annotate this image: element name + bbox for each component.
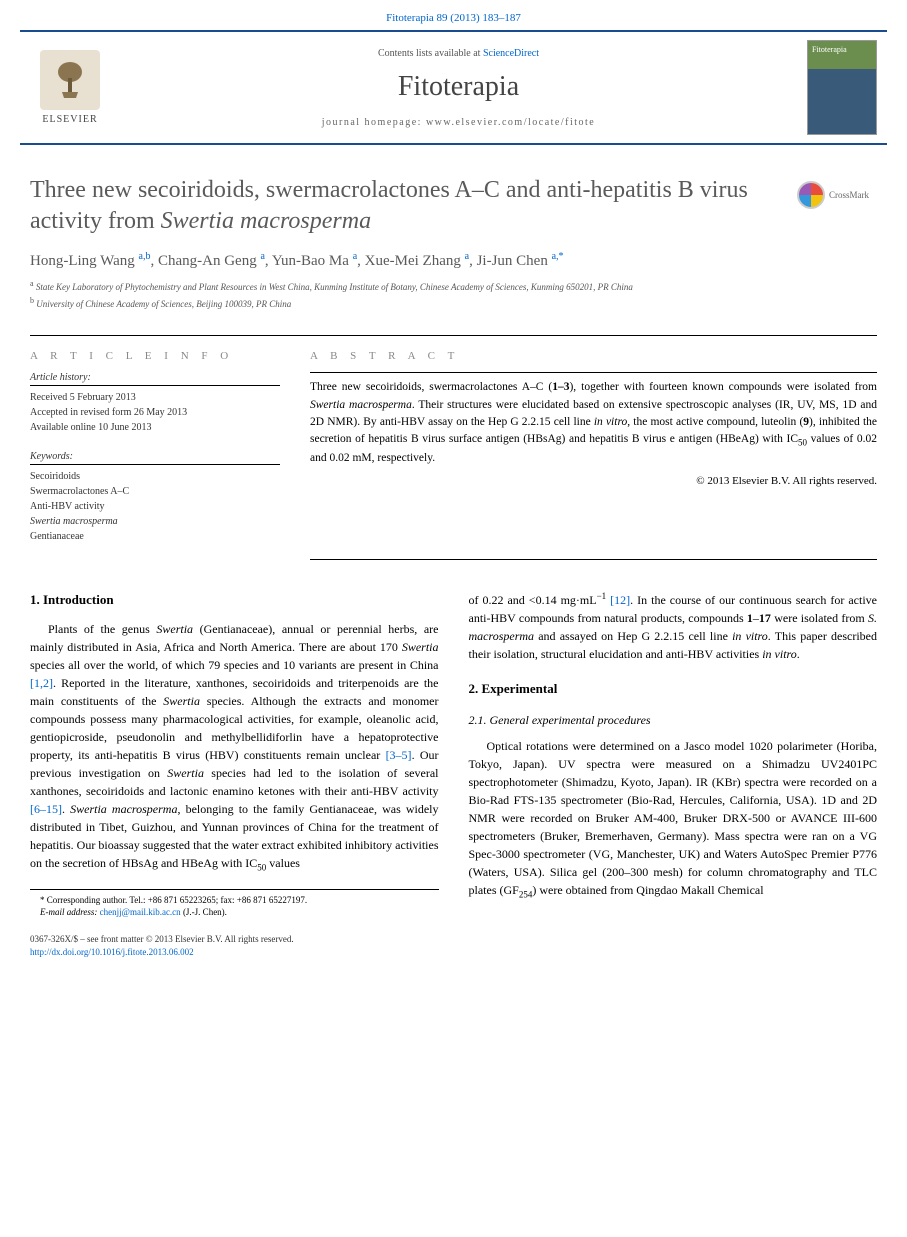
- crossmark-icon: [797, 181, 825, 209]
- publisher-name: ELSEVIER: [42, 114, 97, 125]
- section-exp-heading: 2. Experimental: [469, 679, 878, 699]
- homepage-url[interactable]: www.elsevier.com/locate/fitote: [426, 117, 595, 128]
- title-row: Three new secoiridoids, swermacrolactone…: [30, 175, 877, 237]
- journal-header: Fitoterapia 89 (2013) 183–187 ELSEVIER C…: [20, 12, 887, 145]
- email-link[interactable]: chenjj@mail.kib.ac.cn: [100, 907, 181, 917]
- keywords-label: Keywords:: [30, 451, 280, 465]
- doi-link[interactable]: http://dx.doi.org/10.1016/j.fitote.2013.…: [30, 947, 194, 957]
- history-accepted: Accepted in revised form 26 May 2013: [30, 405, 280, 420]
- history-online: Available online 10 June 2013: [30, 420, 280, 435]
- intro-continuation: of 0.22 and <0.14 mg·mL−1 [12]. In the c…: [469, 590, 878, 663]
- journal-homepage: journal homepage: www.elsevier.com/locat…: [130, 117, 787, 128]
- article-main: Three new secoiridoids, swermacrolactone…: [30, 175, 877, 560]
- journal-title: Fitoterapia: [130, 71, 787, 103]
- citation-link[interactable]: Fitoterapia 89 (2013) 183–187: [386, 12, 521, 24]
- history-label: Article history:: [30, 372, 280, 386]
- abstract: A B S T R A C T Three new secoiridoids, …: [310, 336, 877, 560]
- issn-line: 0367-326X/$ – see front matter © 2013 El…: [30, 933, 877, 946]
- footnotes: * Corresponding author. Tel.: +86 871 65…: [30, 889, 439, 919]
- elsevier-tree-icon: [40, 50, 100, 110]
- keywords-block: Secoiridoids Swermacrolactones A–C Anti-…: [30, 469, 280, 544]
- section-exp-sub-heading: 2.1. General experimental procedures: [469, 711, 878, 729]
- section-intro-heading: 1. Introduction: [30, 590, 439, 610]
- header-box: ELSEVIER Contents lists available at Sci…: [20, 30, 887, 145]
- journal-cover-thumb[interactable]: [807, 40, 877, 135]
- keyword-item: Swertia macrosperma: [30, 514, 280, 529]
- crossmark-badge[interactable]: CrossMark: [797, 175, 877, 215]
- keyword-item: Swermacrolactones A–C: [30, 484, 280, 499]
- body-columns: 1. Introduction Plants of the genus Swer…: [30, 590, 877, 919]
- abstract-heading: A B S T R A C T: [310, 350, 877, 362]
- crossmark-label: CrossMark: [829, 190, 869, 200]
- history-block: Received 5 February 2013 Accepted in rev…: [30, 390, 280, 435]
- keyword-item: Secoiridoids: [30, 469, 280, 484]
- keyword-item: Gentianaceae: [30, 529, 280, 544]
- article-info-heading: A R T I C L E I N F O: [30, 350, 280, 362]
- column-right: of 0.22 and <0.14 mg·mL−1 [12]. In the c…: [469, 590, 878, 919]
- article-info: A R T I C L E I N F O Article history: R…: [30, 336, 280, 560]
- history-received: Received 5 February 2013: [30, 390, 280, 405]
- column-left: 1. Introduction Plants of the genus Swer…: [30, 590, 439, 919]
- email-line: E-mail address: chenjj@mail.kib.ac.cn (J…: [30, 906, 439, 919]
- authors-line: Hong-Ling Wang a,b, Chang-An Geng a, Yun…: [30, 251, 877, 270]
- affiliation-a: a State Key Laboratory of Phytochemistry…: [30, 278, 877, 295]
- info-abstract-row: A R T I C L E I N F O Article history: R…: [30, 335, 877, 560]
- journal-citation: Fitoterapia 89 (2013) 183–187: [20, 12, 887, 24]
- corresponding-author: * Corresponding author. Tel.: +86 871 65…: [30, 894, 439, 907]
- keyword-item: Anti-HBV activity: [30, 499, 280, 514]
- article-title: Three new secoiridoids, swermacrolactone…: [30, 175, 777, 237]
- header-center: Contents lists available at ScienceDirec…: [130, 48, 787, 128]
- abstract-text: Three new secoiridoids, swermacrolactone…: [310, 372, 877, 467]
- page-footer: 0367-326X/$ – see front matter © 2013 El…: [30, 933, 877, 958]
- publisher-logo[interactable]: ELSEVIER: [30, 43, 110, 133]
- affiliations: a State Key Laboratory of Phytochemistry…: [30, 278, 877, 311]
- intro-paragraph: Plants of the genus Swertia (Gentianacea…: [30, 620, 439, 875]
- exp-paragraph: Optical rotations were determined on a J…: [469, 737, 878, 902]
- contents-line: Contents lists available at ScienceDirec…: [130, 48, 787, 59]
- affiliation-b: b University of Chinese Academy of Scien…: [30, 295, 877, 312]
- sciencedirect-link[interactable]: ScienceDirect: [483, 48, 539, 59]
- abstract-copyright: © 2013 Elsevier B.V. All rights reserved…: [310, 475, 877, 487]
